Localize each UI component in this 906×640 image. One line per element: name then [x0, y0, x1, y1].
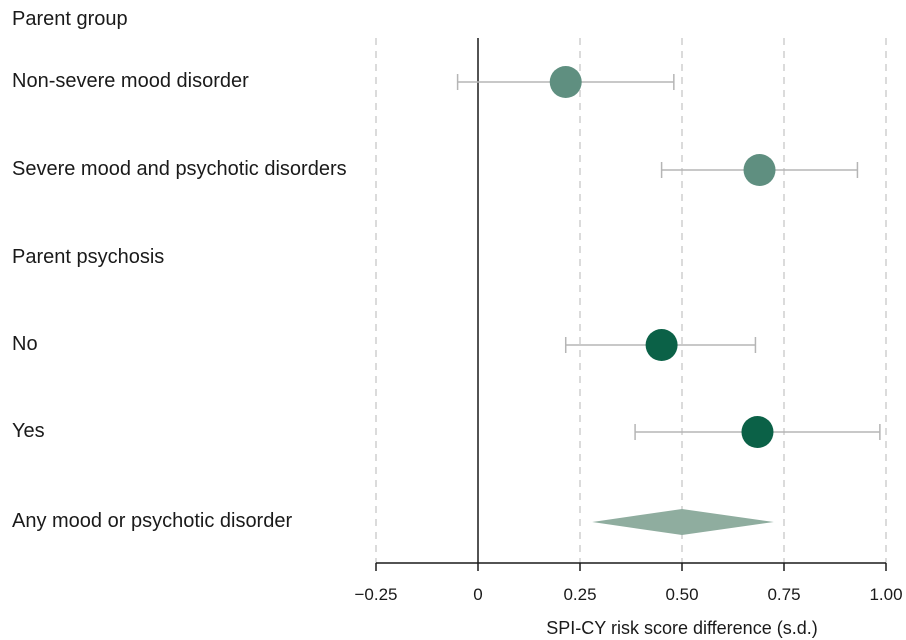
x-tick-label: 0.75 — [767, 585, 800, 604]
point-estimate — [549, 66, 582, 98]
group-header: Parent psychosis — [12, 246, 165, 268]
x-tick-label: 1.00 — [869, 585, 902, 604]
row-label: Any mood or psychotic disorder — [12, 510, 293, 532]
point-estimate — [645, 329, 678, 361]
row-label: Severe mood and psychotic disorders — [12, 158, 347, 180]
row-label: No — [12, 333, 38, 355]
row-label: Yes — [12, 420, 45, 442]
x-tick-label: 0 — [473, 585, 482, 604]
pooled-diamond — [592, 509, 774, 535]
x-tick-label: 0.50 — [665, 585, 698, 604]
row-label: Non-severe mood disorder — [12, 70, 249, 92]
x-tick-label: 0.25 — [563, 585, 596, 604]
group-header: Parent group — [12, 8, 128, 30]
x-tick-label: −0.25 — [354, 585, 397, 604]
point-estimate — [743, 154, 776, 186]
x-axis-label: SPI-CY risk score difference (s.d.) — [546, 618, 817, 638]
point-estimate — [741, 416, 774, 448]
